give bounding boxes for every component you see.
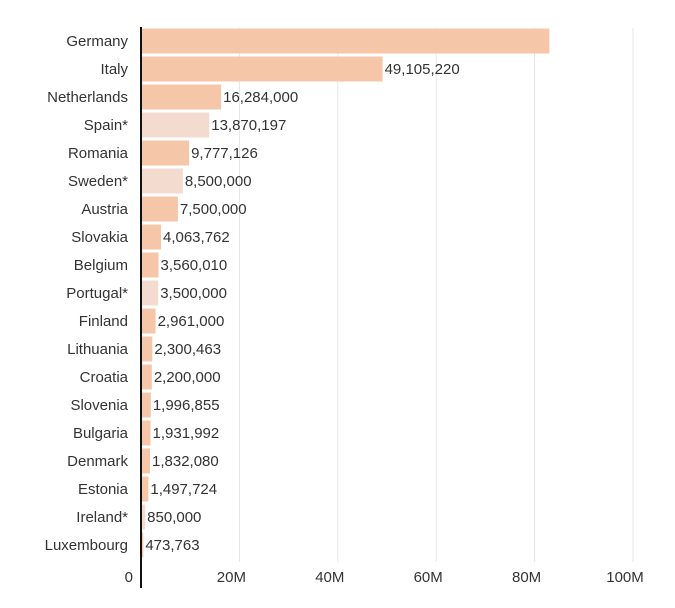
value-label: 1,931,992 [153,425,220,442]
value-label: 2,200,000 [154,369,221,386]
value-label: 1,832,080 [152,453,219,470]
bar [141,392,151,418]
value-label: 9,777,126 [191,145,258,162]
value-label: 3,560,010 [161,257,228,274]
bar [141,112,210,138]
value-label: 16,284,000 [223,89,298,106]
value-label: 8,500,000 [185,173,252,190]
y-tick-label: Denmark [67,453,128,470]
y-tick-label: Finland [79,313,128,330]
value-label: 850,000 [147,509,201,526]
value-label: 2,961,000 [158,313,225,330]
bar [141,252,159,278]
y-tick-label: Belgium [74,257,128,274]
x-tick-label: 20M [217,569,246,586]
y-tick-label: Lithuania [67,341,129,358]
bar [141,140,190,166]
bar [141,532,144,558]
value-label: 1,497,724 [150,481,217,498]
bar [141,364,152,390]
y-tick-label: Luxembourg [45,537,128,554]
value-label: 7,500,000 [180,201,247,218]
x-tick-label: 80M [512,569,541,586]
bar [141,280,159,306]
bar [141,224,161,250]
value-label: 2,300,463 [154,341,221,358]
y-tick-label: Netherlands [47,89,128,106]
y-tick-label: Portugal* [66,285,128,302]
y-tick-label: Slovakia [71,229,128,246]
value-label: 4,063,762 [163,229,230,246]
bar [141,448,151,474]
y-tick-label: Sweden* [68,173,128,190]
bar [141,476,149,502]
x-tick-label: 100M [606,569,644,586]
y-tick-label: Croatia [80,369,129,386]
y-tick-label: Germany [66,33,128,50]
value-label: 49,105,220 [385,61,460,78]
y-tick-label: Spain* [84,117,128,134]
y-tick-label: Romania [68,145,129,162]
bar [141,308,156,334]
x-tick-label: 0 [125,569,133,586]
x-tick-label: 40M [315,569,344,586]
bar [141,28,550,54]
y-tick-label: Ireland* [76,509,128,526]
bar [141,168,183,194]
y-tick-label: Bulgaria [73,425,129,442]
value-label: 473,763 [145,537,199,554]
y-tick-label: Austria [81,201,128,218]
value-label: 3,500,000 [160,285,227,302]
value-label: 13,870,197 [211,117,286,134]
bar [141,420,151,446]
y-tick-label: Estonia [78,481,129,498]
value-label: 1,996,855 [153,397,220,414]
y-tick-label: Italy [100,61,128,78]
bar [141,336,153,362]
bar [141,84,222,110]
y-tick-label: Slovenia [70,397,128,414]
bar [141,56,383,82]
bar [141,504,146,530]
x-tick-label: 60M [414,569,443,586]
bar [141,196,178,222]
